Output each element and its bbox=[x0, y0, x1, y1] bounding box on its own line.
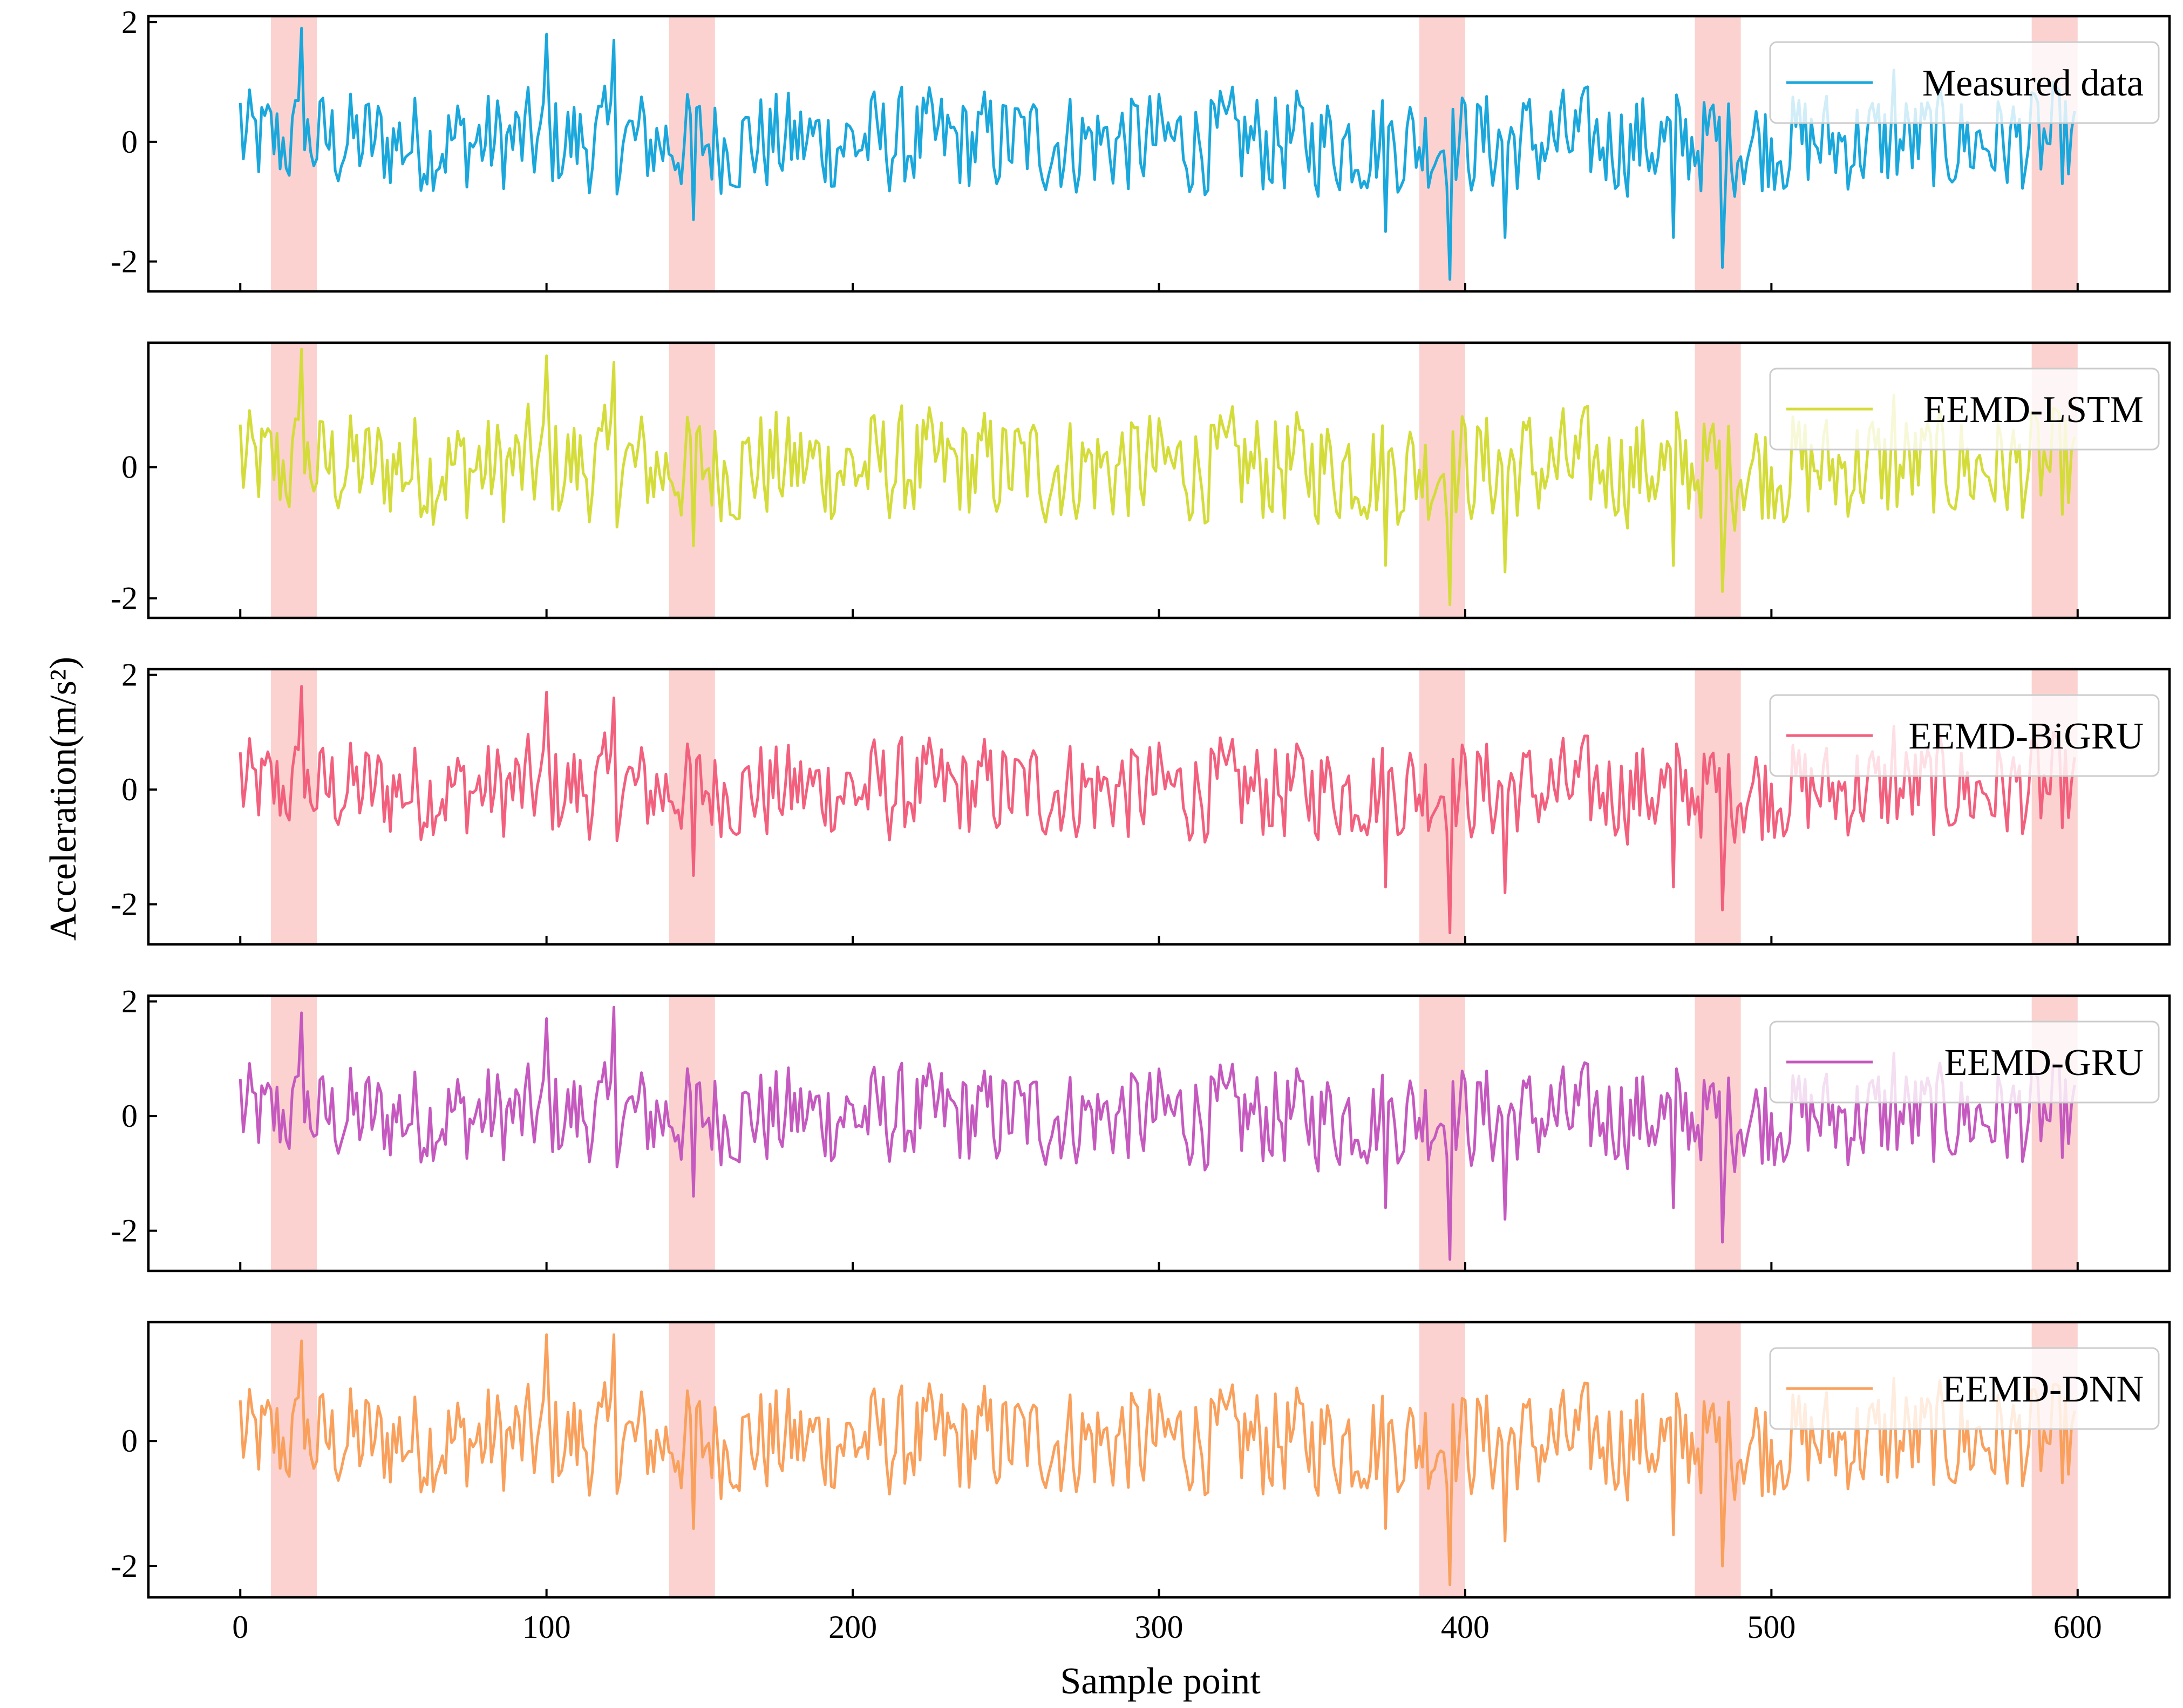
panels-group: -2 0 2 Measured data -2 0 EEMD-LSTM -2 0 2 EEMD-Bi… bbox=[111, 4, 2171, 1599]
x-tick-label: 300 bbox=[1135, 1609, 1184, 1645]
legend-box bbox=[1769, 368, 2160, 451]
x-tick-label: 0 bbox=[232, 1609, 248, 1645]
legend: EEMD-DNN bbox=[1769, 1347, 2160, 1430]
x-tick-label: 600 bbox=[2053, 1609, 2102, 1645]
panel-4: -2 0 2 EEMD-GRU bbox=[111, 984, 2171, 1273]
legend-label: EEMD-DNN bbox=[1942, 1369, 2144, 1410]
panel-2: -2 0 EEMD-LSTM bbox=[111, 341, 2171, 620]
highlight-band bbox=[270, 1322, 317, 1597]
y-axis-title: Acceleration(m/s²) bbox=[43, 657, 84, 941]
series-line bbox=[239, 685, 2076, 935]
y-tick-label: 0 bbox=[121, 1423, 138, 1459]
series-line bbox=[239, 348, 2076, 607]
y-tick-label: -2 bbox=[111, 581, 138, 616]
y-tick-label: 0 bbox=[121, 124, 138, 160]
legend-label: EEMD-GRU bbox=[1944, 1042, 2144, 1084]
legend-label: EEMD-BiGRU bbox=[1908, 716, 2144, 757]
legend-box bbox=[1769, 694, 2160, 777]
legend: EEMD-BiGRU bbox=[1769, 694, 2160, 777]
x-axis: 0 100 200 300 400 500 600 bbox=[232, 1609, 2102, 1645]
y-tick-label: 0 bbox=[121, 1098, 138, 1134]
legend: EEMD-GRU bbox=[1769, 1020, 2160, 1104]
legend: EEMD-LSTM bbox=[1769, 368, 2160, 451]
legend-box bbox=[1769, 1347, 2160, 1430]
legend-label: Measured data bbox=[1922, 63, 2144, 104]
highlight-band bbox=[270, 669, 317, 944]
legend-box bbox=[1769, 41, 2160, 124]
y-tick-label: 0 bbox=[121, 450, 138, 485]
panel-1: -2 0 2 Measured data bbox=[111, 4, 2171, 293]
y-tick-label: -2 bbox=[111, 1548, 138, 1584]
panel-3: -2 0 2 EEMD-BiGRU bbox=[111, 657, 2171, 946]
x-tick-label: 100 bbox=[522, 1609, 571, 1645]
legend: Measured data bbox=[1769, 41, 2160, 124]
highlight-band bbox=[270, 996, 317, 1271]
x-tick-label: 200 bbox=[828, 1609, 877, 1645]
y-tick-label: -2 bbox=[111, 244, 138, 280]
legend-box bbox=[1769, 1020, 2160, 1104]
x-axis-title: Sample point bbox=[1060, 1661, 1261, 1702]
series-line bbox=[239, 26, 2076, 281]
y-tick-label: 2 bbox=[121, 984, 138, 1019]
panel-5: -2 0 EEMD-DNN bbox=[111, 1321, 2171, 1599]
y-tick-label: 2 bbox=[121, 4, 138, 40]
series-line bbox=[239, 1005, 2076, 1261]
legend-label: EEMD-LSTM bbox=[1923, 389, 2144, 431]
x-tick-label: 500 bbox=[1747, 1609, 1796, 1645]
y-tick-label: -2 bbox=[111, 1213, 138, 1249]
x-tick-label: 400 bbox=[1441, 1609, 1490, 1645]
y-tick-label: 0 bbox=[121, 772, 138, 807]
y-tick-label: 2 bbox=[121, 657, 138, 693]
y-tick-label: -2 bbox=[111, 887, 138, 922]
series-line bbox=[239, 1333, 2076, 1587]
